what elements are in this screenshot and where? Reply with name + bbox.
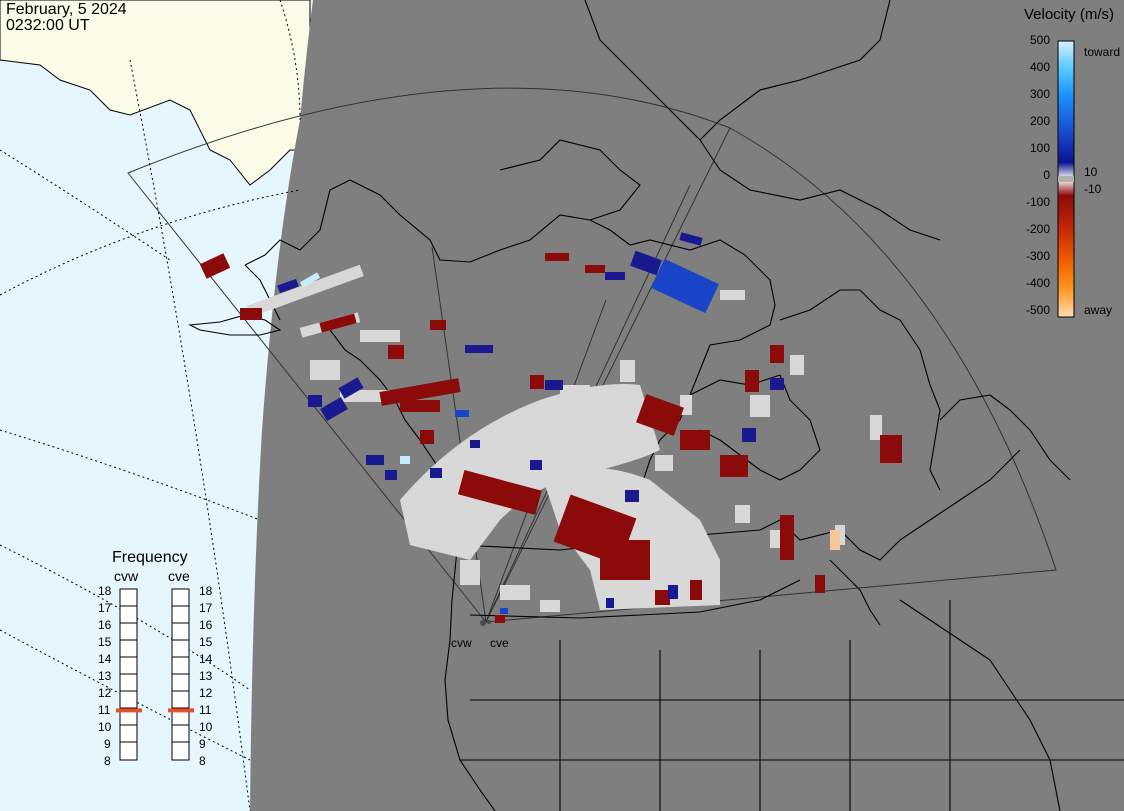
velocity-tick: 200: [1029, 114, 1050, 128]
frequency-tick-right: 17: [199, 601, 213, 615]
frequency-radar-label-cvw: cvw: [114, 568, 139, 584]
frequency-tick-left: 11: [98, 703, 111, 717]
time-label: 0232:00 UT: [6, 17, 90, 34]
frequency-tick-right: 13: [199, 669, 213, 683]
frequency-tick-right: 11: [199, 703, 212, 717]
frequency-radar-label-cve: cve: [168, 568, 190, 584]
frequency-tick-left: 10: [98, 720, 112, 734]
frequency-tick-right: 12: [199, 686, 213, 700]
site-marker-cvw: [480, 620, 486, 626]
velocity-tick: 100: [1029, 141, 1050, 155]
site-label-cve: cve: [490, 636, 509, 650]
date-label: February, 5 2024: [6, 1, 127, 18]
frequency-title: Frequency: [112, 549, 188, 566]
frequency-tick-right: 9: [199, 737, 206, 751]
velocity-tick: 300: [1029, 87, 1050, 101]
velocity-tick: -500: [1025, 303, 1050, 317]
velocity-gap-low: -10: [1084, 182, 1102, 196]
frequency-tick-left: 15: [98, 635, 112, 649]
frequency-tick-left: 18: [98, 584, 112, 598]
velocity-tick: -100: [1025, 195, 1050, 209]
frequency-tick-left: 13: [98, 669, 112, 683]
away-strong-echoes: [830, 530, 840, 550]
velocity-gap-band: [1058, 176, 1074, 182]
velocity-scale-title: Velocity (m/s): [1023, 6, 1114, 23]
frequency-tick-left: 16: [98, 618, 112, 632]
frequency-tick-right: 8: [199, 754, 206, 768]
radar-echoes: [199, 232, 902, 623]
site-label-cvw: cvw: [451, 636, 472, 650]
frequency-tick-right: 18: [199, 584, 213, 598]
frequency-indicator-cve: [168, 708, 194, 713]
frequency-tick-right: 14: [199, 652, 213, 666]
velocity-away-label: away: [1084, 303, 1113, 317]
velocity-tick: -200: [1025, 222, 1050, 236]
velocity-gap-high: 10: [1084, 165, 1098, 179]
away-echoes: [199, 253, 902, 623]
toward-strong-echoes: [455, 258, 719, 614]
frequency-tick-left: 17: [98, 601, 112, 615]
frequency-tick-right: 10: [199, 720, 213, 734]
frequency-tick-right: 15: [199, 635, 213, 649]
frequency-tick-left: 12: [98, 686, 112, 700]
frequency-tick-left: 8: [104, 754, 111, 768]
velocity-tick: 500: [1029, 33, 1050, 47]
frequency-gauge-gridlines: [120, 605, 189, 743]
frequency-tick-left: 14: [98, 652, 112, 666]
velocity-tick: -400: [1025, 276, 1050, 290]
light-toward-echoes: [299, 272, 410, 464]
frequency-tick-left: 9: [104, 737, 111, 751]
velocity-toward-label: toward: [1084, 45, 1121, 59]
frequency-indicator-cvw: [116, 708, 142, 713]
velocity-tick: 0: [1043, 168, 1050, 182]
velocity-tick: 400: [1029, 60, 1050, 74]
toward-echoes: [277, 232, 784, 608]
velocity-tick: -300: [1025, 249, 1050, 263]
site-marker-cve: [487, 620, 491, 624]
frequency-tick-right: 16: [199, 618, 213, 632]
